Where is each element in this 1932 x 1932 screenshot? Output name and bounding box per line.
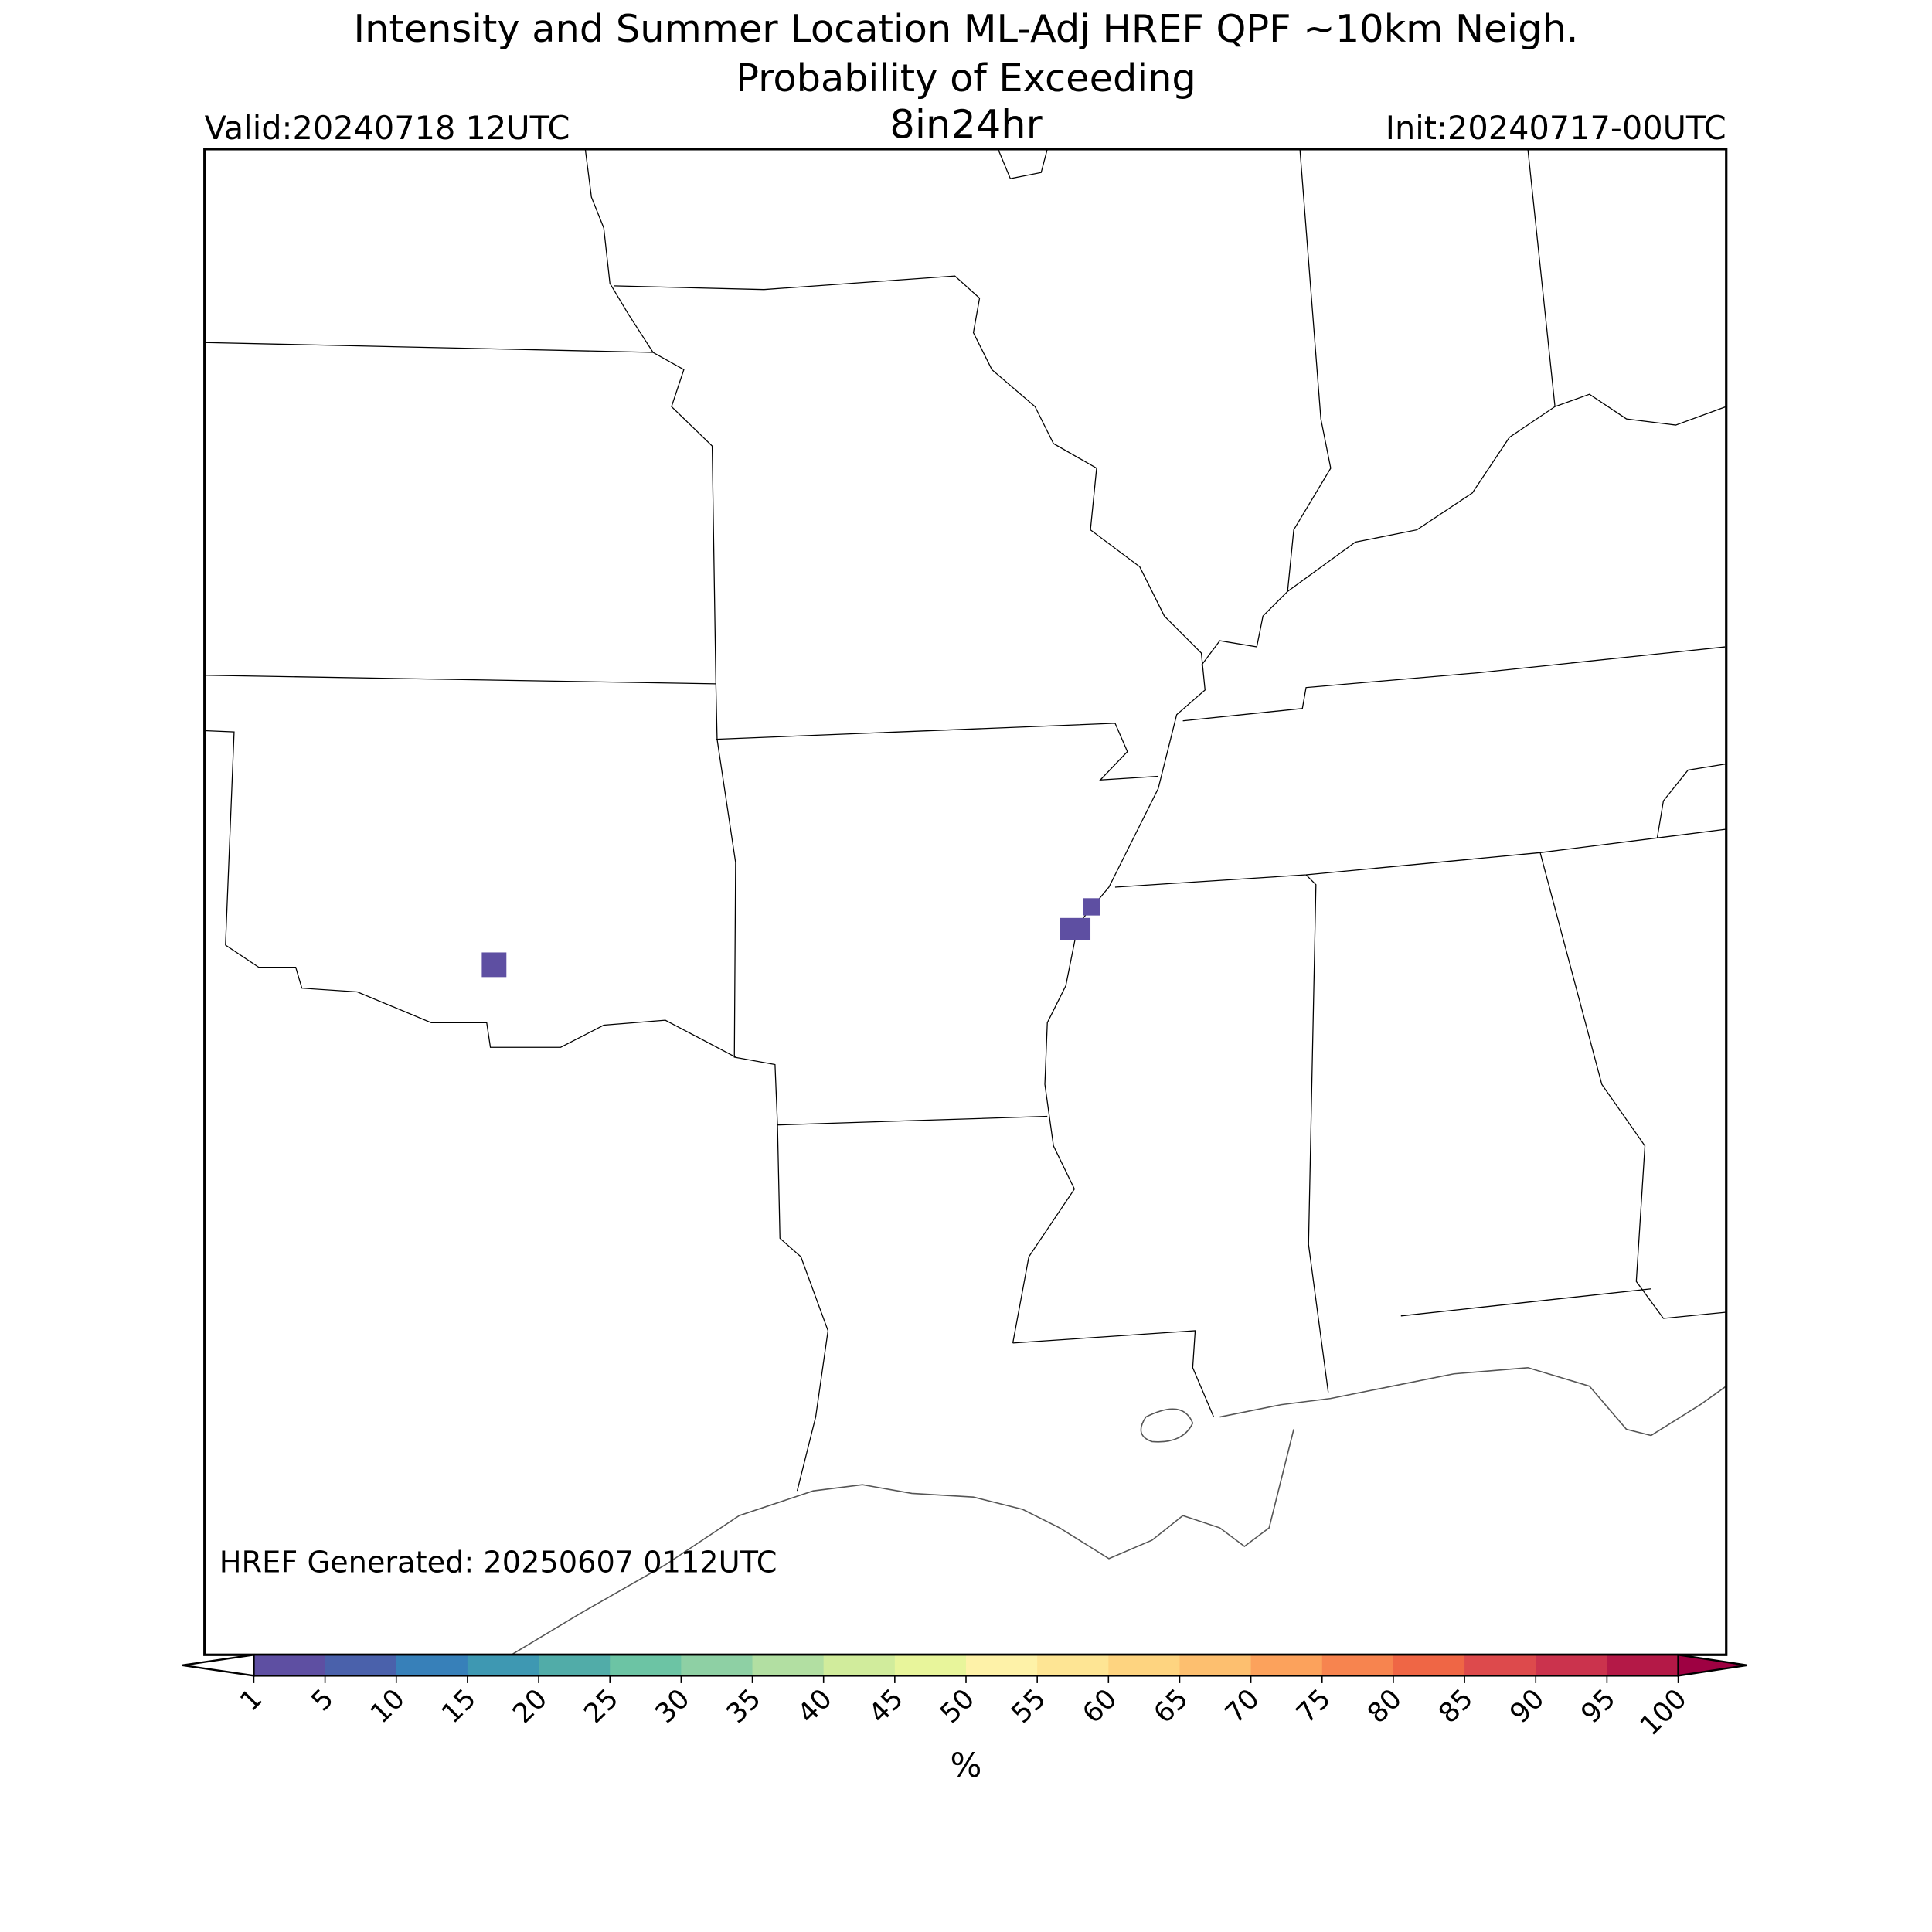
colorbar-segment	[894, 1655, 967, 1676]
tick-label: 5	[305, 1683, 340, 1718]
map-background	[204, 148, 1726, 1655]
colorbar-segment	[681, 1655, 753, 1676]
tick-label: 65	[1148, 1683, 1195, 1730]
colorbar-over	[1677, 1653, 1748, 1677]
colorbar-segment	[752, 1655, 825, 1676]
colorbar-segment	[823, 1655, 896, 1676]
colorbar-segment	[1321, 1655, 1394, 1676]
subtitle: Probability of Exceeding	[736, 56, 1196, 100]
colorbar-segment	[1108, 1655, 1181, 1676]
tick-label: 25	[578, 1683, 625, 1730]
tick-label: 35	[720, 1683, 767, 1730]
colorbar-segment	[539, 1655, 611, 1676]
tick-label: 1	[234, 1683, 269, 1718]
colorbar-segment	[253, 1655, 326, 1676]
tick-label: 75	[1290, 1683, 1337, 1730]
tick-label: 10	[364, 1683, 411, 1730]
colorbar-segment	[1179, 1655, 1252, 1676]
tick-label: 80	[1362, 1683, 1409, 1730]
colorbar-segment	[396, 1655, 468, 1676]
colorbar-segment	[1393, 1655, 1465, 1676]
init-time: Init:20240717-00UTC	[1386, 110, 1726, 147]
colorbar-segment	[1037, 1655, 1110, 1676]
valid-time: Valid:20240718 12UTC	[205, 110, 570, 147]
tick-label: 20	[507, 1683, 554, 1730]
colorbar-under	[182, 1653, 255, 1677]
threshold: 8in24hr	[889, 103, 1042, 148]
colorbar-segment	[610, 1655, 682, 1676]
colorbar-segment	[1464, 1655, 1537, 1676]
tick-label: 85	[1433, 1683, 1480, 1730]
tick-label: 100	[1634, 1683, 1692, 1742]
colorbar-label: %	[951, 1747, 982, 1785]
tick-label: 40	[791, 1683, 838, 1730]
tick-label: 50	[934, 1683, 981, 1730]
colorbar: 1 5 10 15 20 25 30 35 40 45 50 55 60 65 70 75 80 85 90 95 10…	[182, 1653, 1748, 1742]
tick-label: 15	[435, 1683, 482, 1730]
colorbar-segment	[1536, 1655, 1608, 1676]
tick-label: 70	[1219, 1683, 1266, 1730]
tick-label: 90	[1504, 1683, 1551, 1730]
coastline	[511, 1366, 1727, 1655]
tick-label: 30	[649, 1683, 696, 1730]
tick-label: 45	[862, 1683, 910, 1730]
tick-label: 55	[1005, 1683, 1053, 1730]
colorbar-segment	[467, 1655, 539, 1676]
probability-areas	[481, 898, 1100, 978]
probability-area	[481, 952, 507, 978]
title: Intensity and Summer Location ML-Adj HRE…	[354, 6, 1579, 51]
state-borders	[204, 148, 1726, 1492]
probability-area	[1060, 917, 1091, 940]
colorbar-segment	[966, 1655, 1038, 1676]
probability-area	[1083, 898, 1100, 916]
footnote: HREF Generated: 20250607 0112UTC	[219, 1545, 777, 1580]
colorbar-segment	[1250, 1655, 1323, 1676]
tick-label: 95	[1575, 1683, 1622, 1730]
colorbar-segment	[1607, 1655, 1679, 1676]
map: HREF Generated: 20250607 0112UTC	[203, 148, 1728, 1656]
colorbar-segment	[325, 1655, 397, 1676]
tick-label: 60	[1077, 1683, 1124, 1730]
